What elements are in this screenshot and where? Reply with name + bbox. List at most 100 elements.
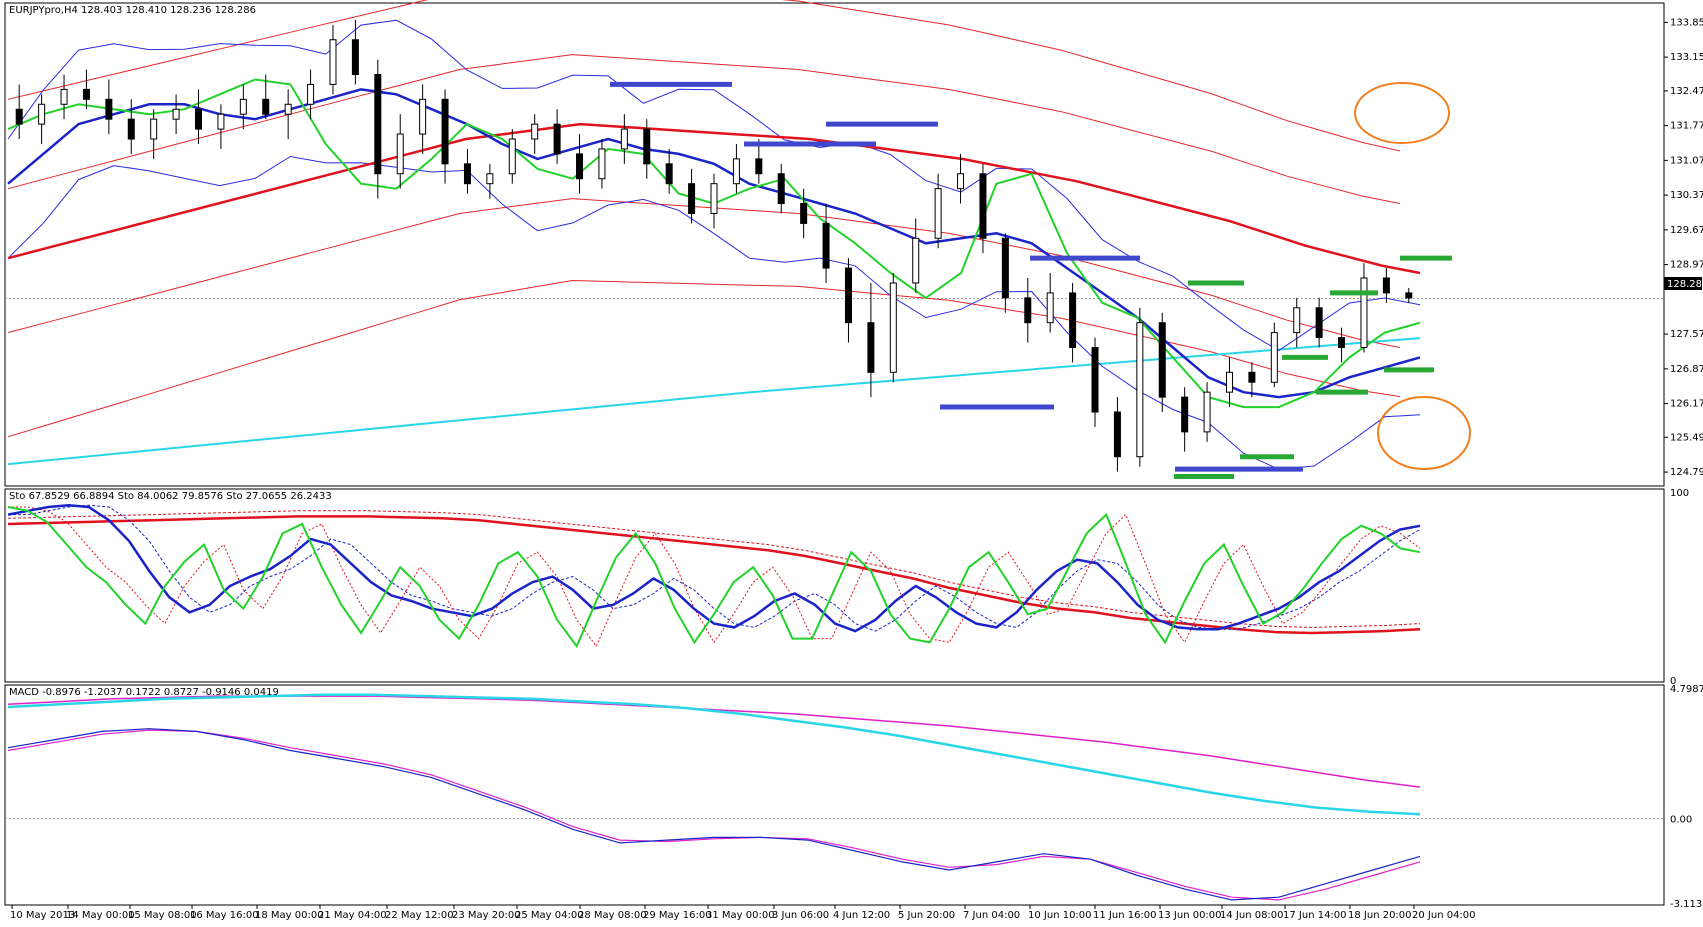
macd-fast-pink [7, 729, 1421, 901]
time-axis-label: 22 May 12:00 [385, 910, 454, 921]
price-layer [5, 0, 1664, 480]
candle-body [576, 153, 584, 180]
ma-red-slow [7, 122, 1421, 275]
macd-axis-label: 0.00 [1670, 814, 1692, 825]
envelope-inner-lower [7, 198, 1401, 348]
sto-blue-dashed [8, 504, 1421, 632]
candle-body [1315, 307, 1323, 339]
candle-body [979, 173, 987, 239]
macd-slow-cyan [7, 693, 1421, 816]
price-axis-label: 131.070 [1670, 155, 1703, 166]
candle-body [38, 103, 46, 125]
candle-body [800, 203, 808, 224]
last-price-tag [1664, 277, 1702, 290]
candle-body [172, 108, 180, 120]
candle-body [1046, 292, 1054, 324]
candle-body [284, 103, 292, 115]
candle-body [822, 222, 830, 269]
candle-body [889, 282, 897, 373]
time-axis-label: 20 Jun 04:00 [1412, 910, 1476, 921]
time-axis-label: 11 Jun 16:00 [1093, 910, 1157, 921]
price-axis-label: 131.770 [1670, 121, 1703, 132]
candle-body [777, 173, 785, 205]
candle-body [307, 83, 315, 105]
stochastic-axis-label: 0 [1670, 676, 1676, 687]
candle-body [1136, 322, 1144, 458]
sto-fast-green [7, 506, 1421, 649]
time-axis-label: 7 Jun 04:00 [963, 910, 1020, 921]
time-axis-label: 16 May 16:00 [190, 910, 259, 921]
candle-body [598, 148, 606, 180]
time-axis-label: 29 May 16:00 [643, 910, 712, 921]
candle-body [1158, 322, 1166, 398]
price-axis-label: 133.850 [1670, 17, 1703, 28]
time-axis-label: 28 May 08:00 [578, 910, 647, 921]
sto-red-dashed [7, 510, 1421, 628]
candle-body [620, 128, 628, 150]
candle-body [82, 88, 90, 100]
candle-body [1225, 371, 1233, 393]
candle-body [1001, 237, 1009, 299]
candle-body [15, 108, 23, 125]
envelope-inner-upper [7, 54, 1401, 204]
candle-body [262, 98, 270, 115]
price-axis-label: 129.670 [1670, 225, 1703, 236]
candle-body [1024, 297, 1032, 324]
price-axis-label: 124.790 [1670, 467, 1703, 478]
candle-body [486, 173, 494, 185]
time-axis-label: 15 May 08:00 [128, 910, 197, 921]
candle-body [1248, 371, 1256, 383]
candle-body [60, 88, 68, 105]
stochastic-layer [7, 503, 1421, 649]
time-axis-label: 23 May 20:00 [452, 910, 521, 921]
candle-body [329, 39, 337, 85]
candle-body [1293, 307, 1301, 334]
candle-body [688, 183, 696, 214]
candle-body [1203, 391, 1211, 433]
candle-body [531, 123, 539, 140]
price-axis-label: 127.570 [1670, 329, 1703, 340]
time-axis-label: 18 May 00:00 [255, 910, 324, 921]
time-axis-label: 5 Jun 20:00 [898, 910, 955, 921]
candle-body [732, 158, 740, 185]
candle-body [1069, 292, 1077, 348]
time-axis-label: 17 Jun 14:00 [1283, 910, 1347, 921]
candle-body [665, 163, 673, 185]
macd-axis-label: -3.1133 [1670, 899, 1703, 910]
price-panel-frame [4, 2, 1665, 487]
price-axis-label: 125.490 [1670, 432, 1703, 443]
candle-body [867, 322, 875, 373]
time-axis-label: 31 May 00:00 [706, 910, 775, 921]
stochastic-panel-title: Sto 67.8529 66.8894 Sto 84.0062 79.8576 … [9, 491, 332, 502]
candle-body [1113, 411, 1121, 458]
candle-body [441, 98, 449, 165]
candle-body [374, 73, 382, 175]
macd-fast-blue [7, 728, 1421, 901]
candle-body [553, 123, 561, 155]
last-price-label: 128.286 [1667, 279, 1703, 290]
price-axis-label: 128.970 [1670, 260, 1703, 271]
macd-axis-label: 4.7987 [1670, 684, 1703, 695]
candle-body [396, 133, 404, 175]
candle-body [508, 138, 516, 175]
axis-layer: 133.850 133.150 132.470 131.770 131.070 130.3… [10, 17, 1703, 921]
candle-body [755, 158, 763, 175]
candle-body [1181, 396, 1189, 433]
sto-fast-signal [8, 506, 1421, 648]
sto-red-slow [7, 515, 1421, 635]
candle-body [127, 118, 135, 140]
price-axis-label: 130.370 [1670, 190, 1703, 201]
candle-body [195, 108, 203, 130]
highlight-ellipse-upper [1354, 82, 1450, 144]
candle-body [1270, 332, 1278, 383]
band-blue-upper [7, 19, 1421, 352]
stochastic-panel-frame [4, 488, 1665, 683]
candle-body [1382, 277, 1390, 294]
stochastic-axis-label: 100 [1670, 488, 1689, 499]
macd-layer [5, 693, 1664, 901]
price-panel-title: EURJPYpro,H4 128.403 128.410 128.236 128… [9, 5, 256, 16]
price-axis-label: 126.870 [1670, 364, 1703, 375]
candle-body [844, 267, 852, 324]
